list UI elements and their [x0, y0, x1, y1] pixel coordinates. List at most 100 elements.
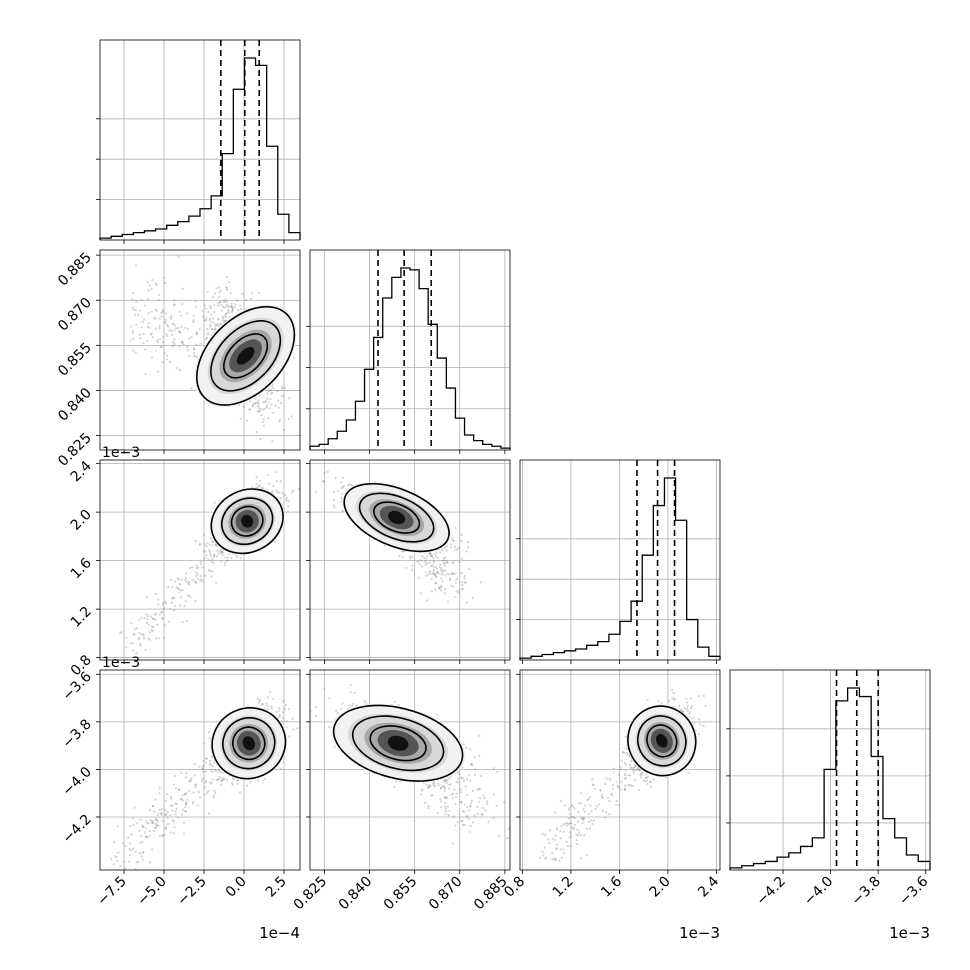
scatter-point — [443, 562, 446, 565]
scatter-point — [322, 480, 325, 483]
scatter-point — [165, 826, 168, 829]
scatter-point — [444, 574, 447, 577]
scatter-point — [450, 584, 453, 587]
scatter-point — [442, 557, 445, 560]
scatter-point — [460, 557, 463, 560]
scatter-point — [164, 318, 168, 321]
scatter-point — [131, 330, 134, 333]
scatter-point — [217, 304, 220, 307]
scatter-point — [231, 783, 234, 786]
scatter-point — [149, 861, 152, 864]
scatter-point — [176, 587, 179, 590]
scatter-point — [158, 812, 162, 815]
scatter-point — [203, 557, 206, 560]
scatter-point — [124, 844, 127, 847]
scatter-point — [443, 564, 446, 567]
scatter-point — [183, 605, 186, 608]
scatter-point — [288, 397, 291, 400]
scatter-point — [192, 320, 195, 323]
scatter-point — [169, 831, 172, 834]
scatter-point — [333, 506, 336, 509]
scatter-point — [164, 602, 168, 605]
scatter-point — [224, 319, 227, 322]
scatter-point — [148, 638, 151, 641]
scatter-point — [188, 580, 191, 583]
scatter-point — [135, 822, 139, 825]
scatter-point — [431, 572, 435, 575]
scatter-point — [175, 807, 178, 810]
scatter-point — [290, 415, 293, 418]
contour-line-2 — [223, 333, 269, 379]
scatter-point — [221, 309, 224, 312]
x-tick-label: 0.840 — [336, 874, 376, 914]
scatter-point — [328, 697, 331, 700]
scatter-point — [210, 560, 213, 563]
scatter-point — [466, 778, 469, 781]
scatter-point — [151, 279, 154, 282]
scatter-point — [189, 596, 192, 599]
y-tick-label: 2.0 — [68, 507, 95, 534]
scatter-point — [246, 784, 249, 787]
scatter-point — [445, 549, 448, 552]
scatter-point — [154, 618, 157, 621]
x-tick-label: −3.8 — [849, 874, 884, 909]
scatter-point — [169, 317, 172, 320]
scatter-point — [207, 558, 210, 561]
histogram-line — [519, 477, 721, 660]
scatter-point — [457, 591, 460, 594]
scatter-point — [452, 585, 455, 588]
scatter-point — [175, 586, 178, 589]
scatter-point — [136, 313, 140, 316]
scatter-point — [426, 599, 429, 602]
scatter-point — [198, 328, 201, 331]
scatter-point — [275, 489, 278, 492]
scatter-point — [226, 303, 229, 306]
scatter-point — [267, 474, 270, 477]
scatter-point — [201, 767, 204, 770]
scatter-point — [209, 536, 212, 540]
scatter-point — [133, 633, 136, 636]
scatter-point — [160, 311, 163, 315]
scatter-point — [286, 510, 289, 513]
scatter-point — [287, 417, 290, 420]
scatter-point — [193, 774, 196, 777]
scatter-point — [230, 304, 233, 307]
scatter-point — [211, 558, 214, 561]
scatter-point — [434, 575, 437, 578]
scatter-point — [164, 809, 167, 812]
scatter-point — [172, 596, 175, 600]
scatter-point — [213, 554, 216, 557]
scatter-point — [189, 779, 192, 783]
scatter-point — [155, 283, 158, 286]
scatter-point — [135, 627, 138, 630]
contour-line-2 — [373, 501, 421, 534]
scatter-point — [152, 804, 155, 808]
scatter-point — [464, 581, 467, 584]
scatter-point — [181, 589, 184, 592]
scatter-point — [223, 315, 226, 318]
scatter-point — [282, 428, 286, 432]
scatter-point — [171, 809, 174, 812]
scatter-point — [179, 604, 182, 607]
scatter-point — [248, 781, 251, 784]
scatter-point — [226, 556, 229, 559]
scatter-point — [147, 312, 150, 315]
scatter-point — [436, 571, 439, 574]
scatter-point — [230, 782, 234, 785]
scatter-point — [271, 440, 274, 443]
scatter-point — [171, 345, 174, 348]
scatter-point — [205, 757, 208, 760]
scatter-point — [182, 821, 186, 824]
scatter-point — [140, 326, 143, 329]
scatter-point — [221, 317, 224, 320]
scatter-point — [127, 836, 130, 839]
scatter-point — [161, 340, 165, 343]
scatter-point — [141, 320, 144, 323]
scatter-point — [341, 492, 344, 495]
scatter-point — [154, 282, 158, 285]
scatter-point — [209, 570, 212, 573]
scatter-point — [451, 797, 454, 800]
scatter-point — [151, 356, 154, 359]
scatter-point — [215, 545, 218, 548]
scatter-point — [332, 490, 335, 494]
